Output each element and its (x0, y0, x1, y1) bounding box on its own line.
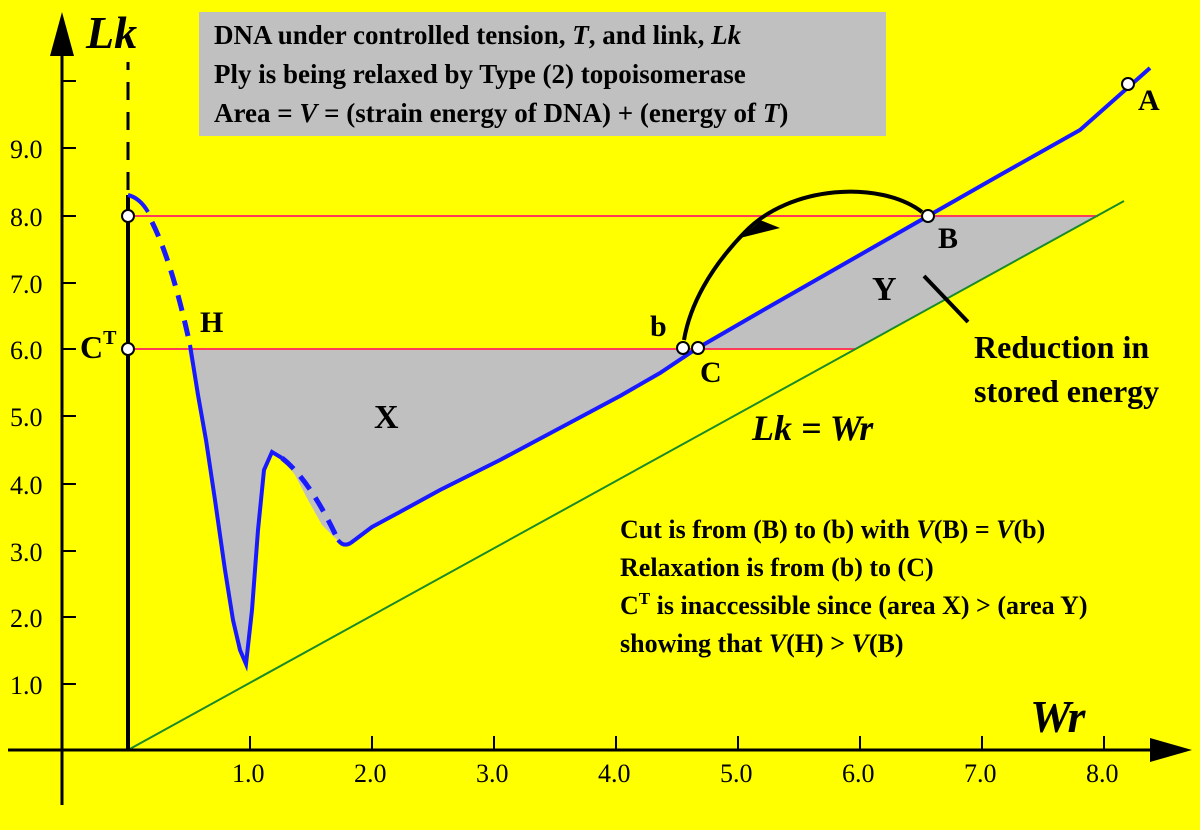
note-line-1: Cut is from (B) to (b) with V(B) = V(b) (620, 515, 1045, 544)
y-tick-label: 6.0 (10, 336, 43, 365)
point-a (1121, 77, 1135, 91)
note-line-2: Relaxation is from (b) to (C) (620, 553, 934, 582)
x-tick-label: 1.0 (232, 759, 265, 788)
y-tick-label: 3.0 (10, 538, 43, 567)
reduction-pointer (922, 274, 970, 324)
shaded-area-x (188, 349, 696, 664)
shaded-area-y (696, 216, 1098, 349)
curve-top-segment (127, 193, 150, 214)
label-b-lower: b (650, 310, 667, 343)
y-tick-label: 1.0 (10, 671, 43, 700)
x-tick-label: 5.0 (720, 759, 753, 788)
x-tick-label: 8.0 (1086, 759, 1119, 788)
y-tick-label: 9.0 (10, 135, 43, 164)
label-a: A (1138, 84, 1160, 117)
x-tick-label: 3.0 (476, 759, 509, 788)
cut-arc (682, 189, 924, 341)
cut-arc-arrowhead (740, 206, 780, 238)
y-tick-label: 8.0 (10, 203, 43, 232)
x-axis-title: Wr (1030, 691, 1086, 742)
y-axis-title: Lk (85, 7, 137, 58)
point-b-upper (921, 209, 935, 223)
x-tick-label: 4.0 (598, 759, 631, 788)
label-x: X (374, 399, 399, 436)
y-tick-label: 5.0 (10, 403, 43, 432)
point-b-lower (676, 341, 690, 355)
note-line-3: CT is inaccessible since (area X) > (are… (620, 589, 1088, 620)
reduction-text-line2: stored energy (974, 373, 1159, 409)
info-line-3: Area = V = (strain energy of DNA) + (ene… (214, 98, 788, 128)
label-y: Y (872, 271, 897, 308)
diagonal-lk-equals-wr (127, 200, 1125, 751)
label-c: C (700, 356, 722, 389)
point-ct-8 (121, 209, 135, 223)
note-line-4: showing that V(H) > V(B) (620, 629, 904, 658)
label-h: H (200, 306, 223, 339)
y-tick-label: 4.0 (10, 471, 43, 500)
x-ticks (249, 736, 1105, 750)
info-line-1: DNA under controlled tension, T, and lin… (214, 20, 742, 50)
label-ct: CT (80, 327, 117, 365)
y-axis-arrow (50, 12, 74, 56)
curve-dashed-upper (149, 220, 193, 346)
curve-main (336, 66, 1152, 547)
info-line-2: Ply is being relaxed by Type (2) topoiso… (214, 59, 746, 89)
x-tick-label: 6.0 (842, 759, 875, 788)
y-ticks (62, 80, 76, 685)
y-tick-label: 7.0 (10, 270, 43, 299)
x-tick-label: 7.0 (964, 759, 997, 788)
y-tick-label: 2.0 (10, 604, 43, 633)
point-ct (121, 342, 135, 356)
label-b-upper: B (938, 222, 958, 255)
curve-well (188, 344, 284, 672)
reduction-text-line1: Reduction in (974, 329, 1149, 365)
x-tick-label: 2.0 (354, 759, 387, 788)
x-axis-arrow (1150, 738, 1192, 762)
point-c (691, 341, 705, 355)
info-box (199, 12, 886, 136)
curve-dashed-lower (280, 456, 341, 542)
diagonal-label: Lk = Wr (751, 408, 874, 448)
